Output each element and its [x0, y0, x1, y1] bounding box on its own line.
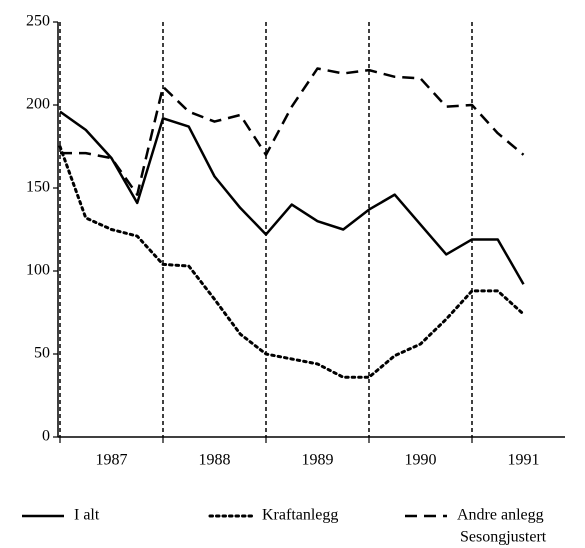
legend-label: I alt [74, 507, 100, 524]
x-tick-label: 1991 [508, 452, 540, 469]
y-tick-label: 0 [42, 428, 50, 445]
y-tick-label: 200 [26, 96, 50, 113]
y-tick-label: 150 [26, 179, 50, 196]
y-tick-label: 50 [34, 345, 50, 362]
series-line [58, 145, 525, 379]
series-line [59, 110, 525, 285]
x-tick-label: 1990 [405, 452, 437, 469]
series-line [60, 67, 525, 196]
x-tick-label: 1989 [302, 452, 334, 469]
x-tick-label: 1987 [96, 452, 128, 469]
legend-label: Andre anlegg [457, 507, 544, 524]
legend-label: Kraftanlegg [262, 507, 338, 524]
y-tick-label: 250 [26, 13, 50, 30]
legend-note: Sesongjustert [460, 529, 547, 546]
x-tick-label: 1988 [199, 452, 231, 469]
y-tick-label: 100 [26, 262, 50, 279]
